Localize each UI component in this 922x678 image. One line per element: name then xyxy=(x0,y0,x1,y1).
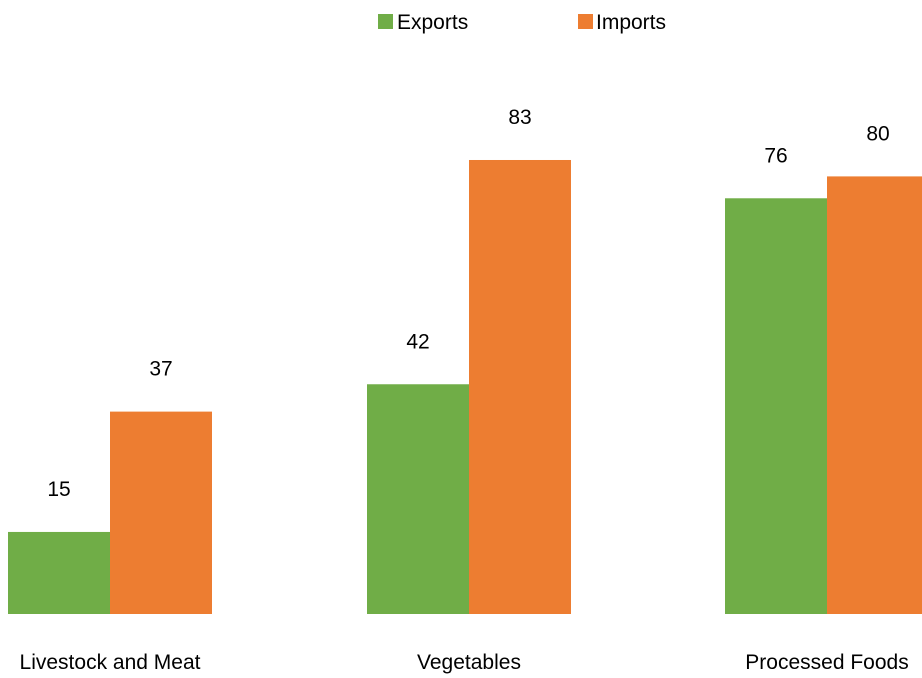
bar-imports-processed-foods xyxy=(827,176,922,614)
legend: Exports Imports xyxy=(378,11,666,34)
legend-label-imports: Imports xyxy=(596,11,666,34)
value-label-exports-livestock-and-meat: 15 xyxy=(47,478,70,501)
x-tick-label-vegetables: Vegetables xyxy=(417,651,521,674)
bar-exports-processed-foods xyxy=(725,198,827,614)
bar-imports-vegetables xyxy=(469,159,571,615)
value-label-exports-processed-foods: 76 xyxy=(764,144,787,167)
x-tick-label-livestock-and-meat: Livestock and Meat xyxy=(20,651,201,674)
value-label-imports-processed-foods: 80 xyxy=(866,122,889,145)
legend-label-exports: Exports xyxy=(397,11,468,34)
bar-exports-vegetables xyxy=(367,384,469,614)
bar-exports-livestock-and-meat xyxy=(8,531,110,614)
value-label-imports-vegetables: 83 xyxy=(508,106,531,129)
legend-swatch-imports xyxy=(578,14,593,29)
legend-swatch-exports xyxy=(378,14,393,29)
value-label-exports-vegetables: 42 xyxy=(406,330,429,353)
value-label-imports-livestock-and-meat: 37 xyxy=(149,358,172,381)
bar-imports-livestock-and-meat xyxy=(110,411,212,614)
x-tick-label-processed-foods: Processed Foods xyxy=(745,651,908,674)
data-labels: 15 37 42 83 76 80 xyxy=(47,106,889,501)
plot-area xyxy=(8,159,922,615)
x-axis: Livestock and Meat Vegetables Processed Fo… xyxy=(20,651,909,674)
